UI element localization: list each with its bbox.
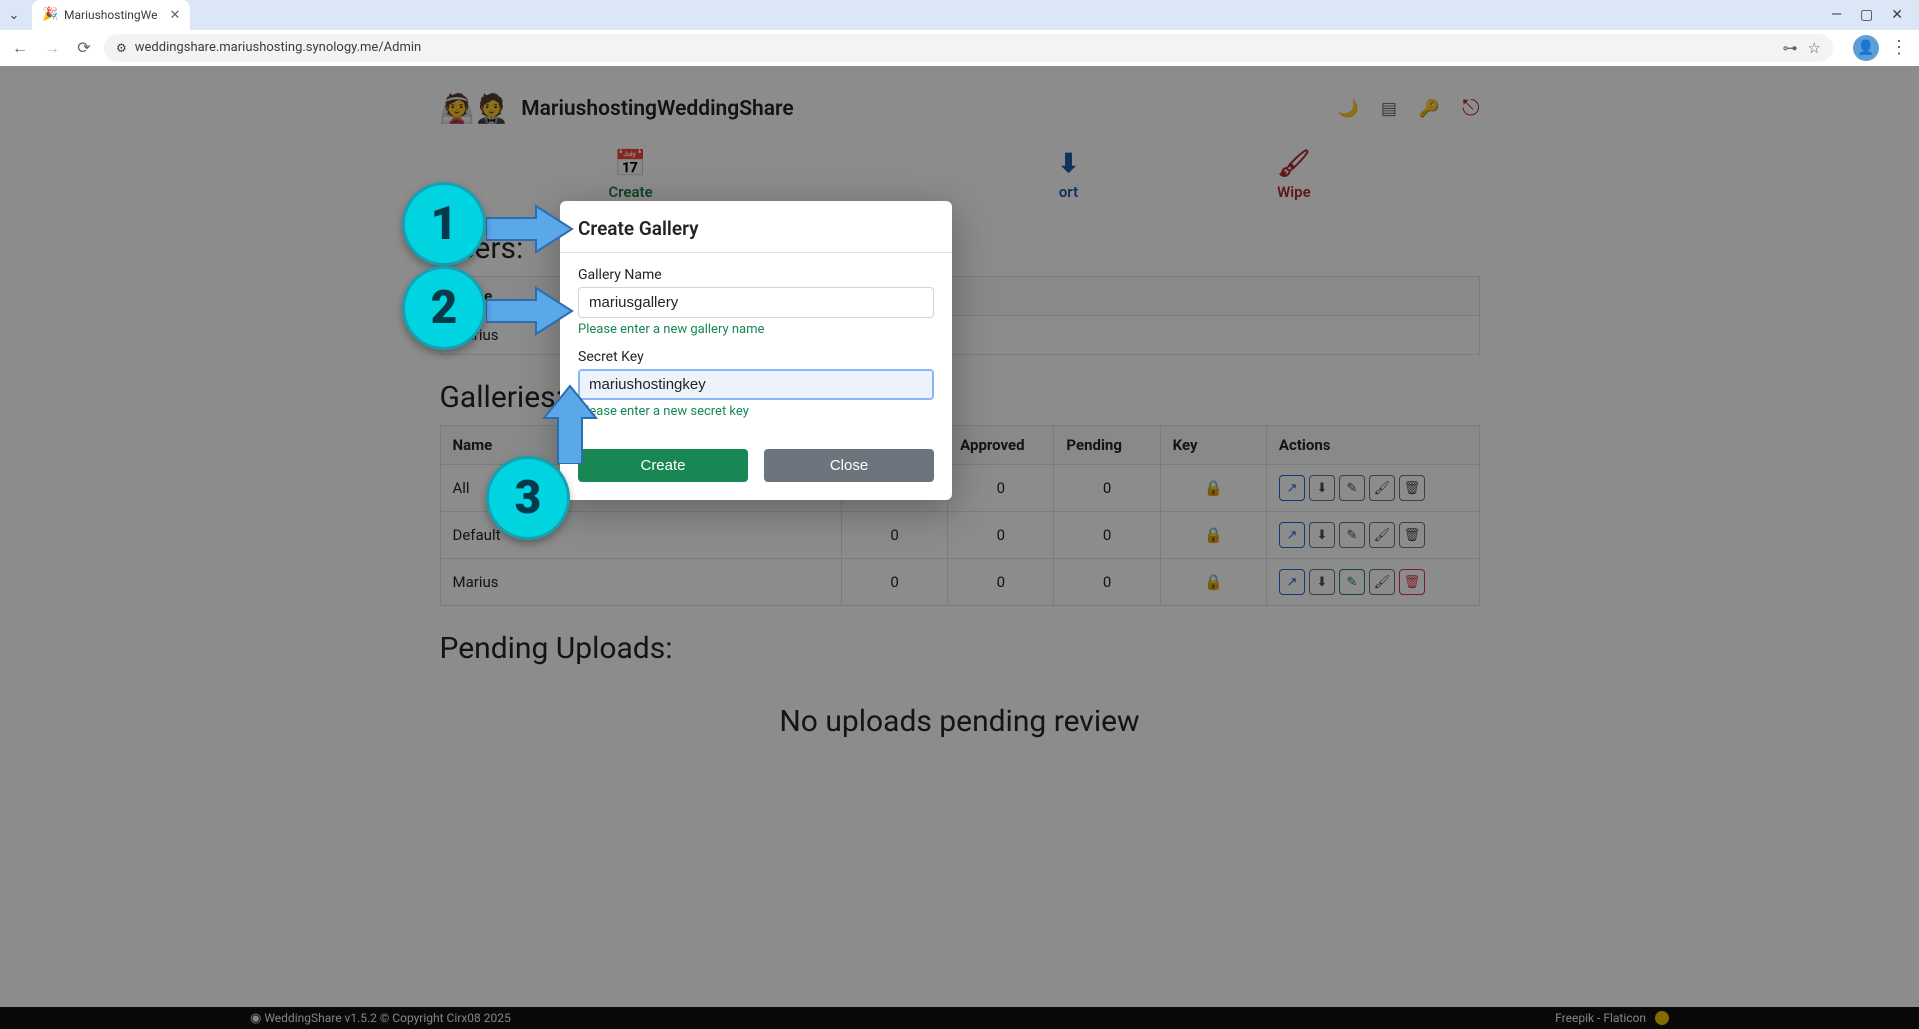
tab-close-icon[interactable]: ✕ [169, 8, 180, 23]
site-settings-icon[interactable]: ⚙ [116, 41, 127, 55]
browser-tab[interactable]: 🎉 MariushostingWe ✕ [32, 0, 190, 30]
nav-back-icon[interactable]: ← [8, 38, 32, 58]
annotation-step-2: 2 [402, 266, 486, 350]
nav-reload-icon[interactable]: ⟳ [72, 38, 96, 57]
favicon-icon: 🎉 [42, 7, 58, 23]
arrow-icon [540, 384, 600, 464]
profile-avatar[interactable]: 👤 [1853, 35, 1879, 61]
address-bar[interactable]: ⚙ weddingshare.mariushosting.synology.me… [104, 34, 1833, 62]
annotation-step-1: 1 [402, 182, 486, 266]
annotation-step-3: 3 [486, 456, 570, 540]
gallery-name-hint: Please enter a new gallery name [578, 322, 934, 337]
browser-toolbar: ← → ⟳ ⚙ weddingshare.mariushosting.synol… [0, 30, 1919, 66]
gallery-name-input[interactable] [578, 287, 934, 318]
password-key-icon[interactable]: ⊶ [1783, 39, 1798, 57]
arrow-icon [486, 286, 574, 336]
tab-title: MariushostingWe [64, 8, 157, 22]
modal-backdrop[interactable] [0, 66, 1919, 1029]
close-button[interactable]: Close [764, 449, 934, 482]
gallery-name-label: Gallery Name [578, 267, 934, 283]
window-maximize-button[interactable]: ▢ [1860, 7, 1873, 23]
create-gallery-modal: Create Gallery Gallery Name Please enter… [560, 201, 952, 500]
window-close-button[interactable]: ✕ [1891, 7, 1903, 23]
secret-key-label: Secret Key [578, 349, 934, 365]
secret-key-input[interactable] [578, 369, 934, 400]
arrow-icon [486, 204, 574, 254]
bookmark-star-icon[interactable]: ☆ [1808, 39, 1821, 57]
nav-forward-icon[interactable]: → [40, 38, 64, 58]
modal-title: Create Gallery [560, 201, 952, 253]
browser-menu-icon[interactable]: ⋮ [1887, 37, 1911, 58]
secret-key-hint: Please enter a new secret key [578, 404, 934, 419]
browser-titlebar: ⌄ 🎉 MariushostingWe ✕ — ▢ ✕ [0, 0, 1919, 30]
window-minimize-button[interactable]: — [1831, 7, 1842, 23]
create-button[interactable]: Create [578, 449, 748, 482]
tab-list-button[interactable]: ⌄ [0, 8, 28, 23]
url-text: weddingshare.mariushosting.synology.me/A… [135, 40, 421, 55]
